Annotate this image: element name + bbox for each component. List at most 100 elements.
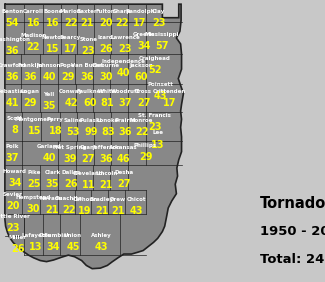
Text: 19: 19 bbox=[78, 206, 92, 216]
Text: 22: 22 bbox=[26, 42, 40, 52]
Text: Greene: Greene bbox=[133, 32, 155, 37]
Text: Jackson: Jackson bbox=[130, 63, 153, 68]
Text: Union: Union bbox=[64, 233, 82, 238]
Text: Prairie: Prairie bbox=[115, 118, 136, 123]
Text: 29: 29 bbox=[139, 152, 152, 162]
Text: Total: 2419: Total: 2419 bbox=[260, 253, 325, 266]
Text: Sharp: Sharp bbox=[113, 9, 131, 14]
Text: Montgomery: Montgomery bbox=[15, 117, 54, 122]
Text: Hot Spring: Hot Spring bbox=[53, 145, 87, 150]
Text: 40: 40 bbox=[42, 153, 56, 163]
Text: 23: 23 bbox=[82, 46, 95, 56]
Text: Independence: Independence bbox=[102, 59, 146, 64]
Text: 16: 16 bbox=[26, 18, 40, 28]
Text: 37: 37 bbox=[6, 153, 19, 163]
Text: Pulaski: Pulaski bbox=[80, 118, 102, 123]
Text: 21: 21 bbox=[45, 205, 58, 215]
Text: Sevier: Sevier bbox=[3, 192, 22, 197]
Text: 23: 23 bbox=[152, 18, 166, 28]
Text: Little River: Little River bbox=[0, 214, 30, 219]
Text: 34: 34 bbox=[137, 41, 150, 51]
Text: 16: 16 bbox=[46, 18, 60, 28]
Text: Phillips: Phillips bbox=[134, 143, 157, 148]
Text: Bradley: Bradley bbox=[89, 197, 114, 202]
Text: 17: 17 bbox=[133, 18, 147, 28]
Text: Cleburne: Cleburne bbox=[92, 63, 120, 68]
Text: 11: 11 bbox=[82, 180, 95, 190]
Text: 37: 37 bbox=[118, 98, 132, 108]
Text: Miller: Miller bbox=[9, 235, 27, 240]
Text: Franklin: Franklin bbox=[17, 63, 42, 68]
Text: White: White bbox=[98, 89, 117, 94]
Text: Polk: Polk bbox=[6, 144, 19, 149]
Text: 23: 23 bbox=[6, 223, 20, 233]
Text: Woodruff: Woodruff bbox=[111, 89, 140, 94]
Text: Drew: Drew bbox=[110, 197, 126, 202]
Text: Lonoke: Lonoke bbox=[97, 118, 119, 123]
Text: 26: 26 bbox=[99, 44, 112, 54]
Text: Dallas: Dallas bbox=[61, 170, 81, 175]
Text: Crawford: Crawford bbox=[0, 63, 26, 68]
Text: 41: 41 bbox=[6, 98, 19, 107]
Text: 27: 27 bbox=[117, 179, 131, 189]
Text: 83: 83 bbox=[101, 127, 115, 137]
Text: Hempstead: Hempstead bbox=[16, 195, 51, 200]
Text: 40: 40 bbox=[42, 72, 56, 82]
Text: Conway: Conway bbox=[59, 89, 83, 94]
Text: 99: 99 bbox=[84, 127, 98, 137]
Text: Cleveland: Cleveland bbox=[73, 171, 104, 176]
Text: 15: 15 bbox=[28, 126, 41, 136]
Text: 36: 36 bbox=[6, 72, 19, 82]
Text: Searcy: Searcy bbox=[60, 35, 81, 40]
Text: Crittenden: Crittenden bbox=[153, 89, 186, 94]
Text: 30: 30 bbox=[26, 204, 40, 214]
Text: 40: 40 bbox=[117, 68, 131, 78]
Text: Stone: Stone bbox=[79, 37, 97, 42]
Text: 8: 8 bbox=[11, 125, 19, 135]
Text: Madison: Madison bbox=[20, 33, 46, 38]
Text: 53: 53 bbox=[67, 127, 80, 137]
Text: 13: 13 bbox=[151, 140, 164, 149]
Text: Saline: Saline bbox=[64, 118, 83, 123]
Text: 46: 46 bbox=[117, 155, 131, 164]
Text: 52: 52 bbox=[149, 65, 162, 75]
Text: 34: 34 bbox=[8, 178, 22, 188]
Text: Ouachita: Ouachita bbox=[55, 196, 83, 201]
Text: Desha: Desha bbox=[114, 170, 133, 175]
Text: 60: 60 bbox=[135, 72, 148, 82]
Text: 27: 27 bbox=[82, 155, 95, 164]
Text: 60: 60 bbox=[83, 98, 97, 108]
Text: Lafayette: Lafayette bbox=[21, 233, 51, 237]
Text: Fulton: Fulton bbox=[96, 9, 116, 14]
Text: Marion: Marion bbox=[60, 9, 82, 14]
Text: 36: 36 bbox=[23, 72, 36, 82]
Text: Mississippi: Mississippi bbox=[145, 32, 179, 37]
Text: 45: 45 bbox=[66, 243, 80, 252]
Text: Cross: Cross bbox=[135, 89, 152, 94]
Text: Poinsett: Poinsett bbox=[147, 82, 173, 87]
Text: 20: 20 bbox=[99, 18, 112, 28]
Text: 29: 29 bbox=[23, 98, 36, 108]
Text: 30: 30 bbox=[99, 72, 112, 82]
Text: Ashley: Ashley bbox=[91, 233, 111, 238]
Text: 21: 21 bbox=[99, 180, 113, 190]
Text: Yell: Yell bbox=[43, 92, 55, 97]
Text: Calhoun: Calhoun bbox=[72, 197, 98, 202]
Text: 39: 39 bbox=[63, 155, 77, 164]
Text: Clark: Clark bbox=[44, 170, 60, 175]
Text: Perry: Perry bbox=[47, 117, 64, 122]
Text: Van Buren: Van Buren bbox=[72, 63, 103, 68]
Text: 43: 43 bbox=[129, 206, 143, 216]
Text: 27: 27 bbox=[137, 98, 150, 108]
Text: 35: 35 bbox=[46, 179, 59, 189]
Text: 1950 - 2023: 1950 - 2023 bbox=[260, 225, 325, 238]
Text: Tornadoes: Tornadoes bbox=[260, 195, 325, 211]
Text: Carroll: Carroll bbox=[23, 9, 44, 14]
Text: 42: 42 bbox=[64, 98, 78, 108]
Text: Izard: Izard bbox=[98, 35, 114, 40]
Text: Johnson: Johnson bbox=[37, 63, 61, 68]
Text: Clay: Clay bbox=[152, 9, 165, 14]
Text: Sebastian: Sebastian bbox=[0, 89, 28, 94]
Text: Columbia: Columbia bbox=[39, 233, 68, 238]
Text: St. Francis: St. Francis bbox=[138, 113, 171, 118]
